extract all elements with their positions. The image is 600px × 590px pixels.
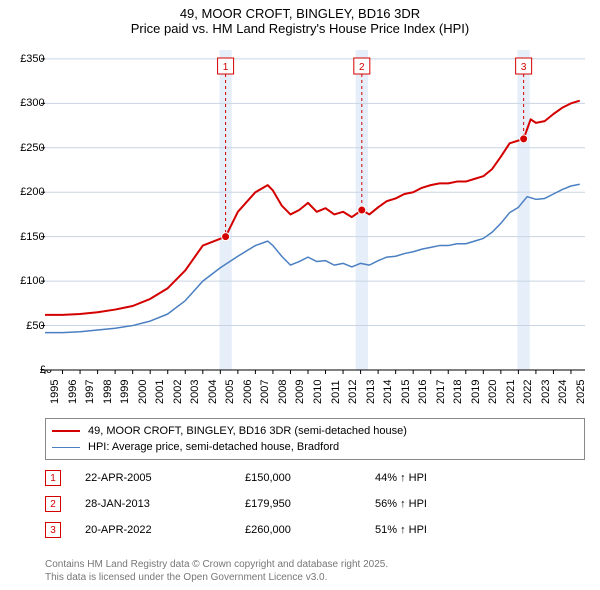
sale-marker-num: 2 <box>50 499 56 510</box>
sale-marker-num: 1 <box>50 473 56 484</box>
x-tick-label: 2004 <box>207 380 219 404</box>
x-tick-label: 2008 <box>277 380 289 404</box>
sale-marker-box: 2 <box>45 496 61 512</box>
x-tick-label: 2011 <box>330 380 342 404</box>
x-tick-label: 2022 <box>522 380 534 404</box>
legend-label: 49, MOOR CROFT, BINGLEY, BD16 3DR (semi-… <box>88 425 407 437</box>
x-tick-label: 1998 <box>102 380 114 404</box>
x-tick-label: 2017 <box>435 380 447 404</box>
svg-text:2: 2 <box>359 62 365 73</box>
sale-marker-box: 1 <box>45 470 61 486</box>
x-tick-label: 1999 <box>119 380 131 404</box>
title-subtitle: Price paid vs. HM Land Registry's House … <box>0 21 600 36</box>
legend: 49, MOOR CROFT, BINGLEY, BD16 3DR (semi-… <box>45 418 585 460</box>
x-tick-label: 2000 <box>137 380 149 404</box>
x-tick-label: 2018 <box>452 380 464 404</box>
x-tick-label: 2024 <box>557 380 569 404</box>
x-tick-label: 2015 <box>400 380 412 404</box>
legend-item: HPI: Average price, semi-detached house,… <box>52 439 578 455</box>
title-address: 49, MOOR CROFT, BINGLEY, BD16 3DR <box>0 6 600 21</box>
svg-text:3: 3 <box>521 62 527 73</box>
legend-item: 49, MOOR CROFT, BINGLEY, BD16 3DR (semi-… <box>52 423 578 439</box>
sale-price: £179,950 <box>245 498 375 510</box>
x-tick-label: 2019 <box>470 380 482 404</box>
sale-row: 3 20-APR-2022 £260,000 51% ↑ HPI <box>45 522 585 538</box>
x-tick-label: 2009 <box>294 380 306 404</box>
x-tick-label: 2001 <box>154 380 166 404</box>
x-tick-label: 2007 <box>259 380 271 404</box>
x-tick-label: 2025 <box>575 380 587 404</box>
sale-pct: 56% ↑ HPI <box>375 498 475 510</box>
legend-swatch <box>52 447 80 448</box>
x-tick-label: 2023 <box>540 380 552 404</box>
x-tick-label: 2021 <box>505 380 517 404</box>
sale-pct: 44% ↑ HPI <box>375 472 475 484</box>
title-block: 49, MOOR CROFT, BINGLEY, BD16 3DR Price … <box>0 0 600 36</box>
sale-pct: 51% ↑ HPI <box>375 524 475 536</box>
x-tick-label: 2002 <box>172 380 184 404</box>
sale-marker-num: 3 <box>50 525 56 536</box>
x-tick-label: 2014 <box>382 380 394 404</box>
sale-marker-box: 3 <box>45 522 61 538</box>
svg-text:1: 1 <box>223 62 229 73</box>
footer-line: Contains HM Land Registry data © Crown c… <box>45 559 388 572</box>
root: 49, MOOR CROFT, BINGLEY, BD16 3DR Price … <box>0 0 600 590</box>
x-tick-label: 1996 <box>67 380 79 404</box>
sale-row: 1 22-APR-2005 £150,000 44% ↑ HPI <box>45 470 585 486</box>
x-tick-label: 2012 <box>347 380 359 404</box>
sale-price: £260,000 <box>245 524 375 536</box>
legend-label: HPI: Average price, semi-detached house,… <box>88 441 339 453</box>
x-tick-label: 2003 <box>189 380 201 404</box>
sale-price: £150,000 <box>245 472 375 484</box>
footer: Contains HM Land Registry data © Crown c… <box>45 559 388 584</box>
sale-date: 22-APR-2005 <box>85 472 245 484</box>
x-tick-label: 1995 <box>49 380 61 404</box>
x-tick-label: 2010 <box>312 380 324 404</box>
legend-swatch <box>52 430 80 432</box>
x-tick-label: 2006 <box>242 380 254 404</box>
chart: 1 2 3 <box>45 50 585 370</box>
footer-line: This data is licensed under the Open Gov… <box>45 572 388 585</box>
sale-date: 28-JAN-2013 <box>85 498 245 510</box>
sale-date: 20-APR-2022 <box>85 524 245 536</box>
x-tick-label: 2005 <box>224 380 236 404</box>
sale-row: 2 28-JAN-2013 £179,950 56% ↑ HPI <box>45 496 585 512</box>
x-tick-label: 2013 <box>365 380 377 404</box>
x-tick-label: 2020 <box>487 380 499 404</box>
x-tick-label: 1997 <box>84 380 96 404</box>
x-tick-label: 2016 <box>417 380 429 404</box>
